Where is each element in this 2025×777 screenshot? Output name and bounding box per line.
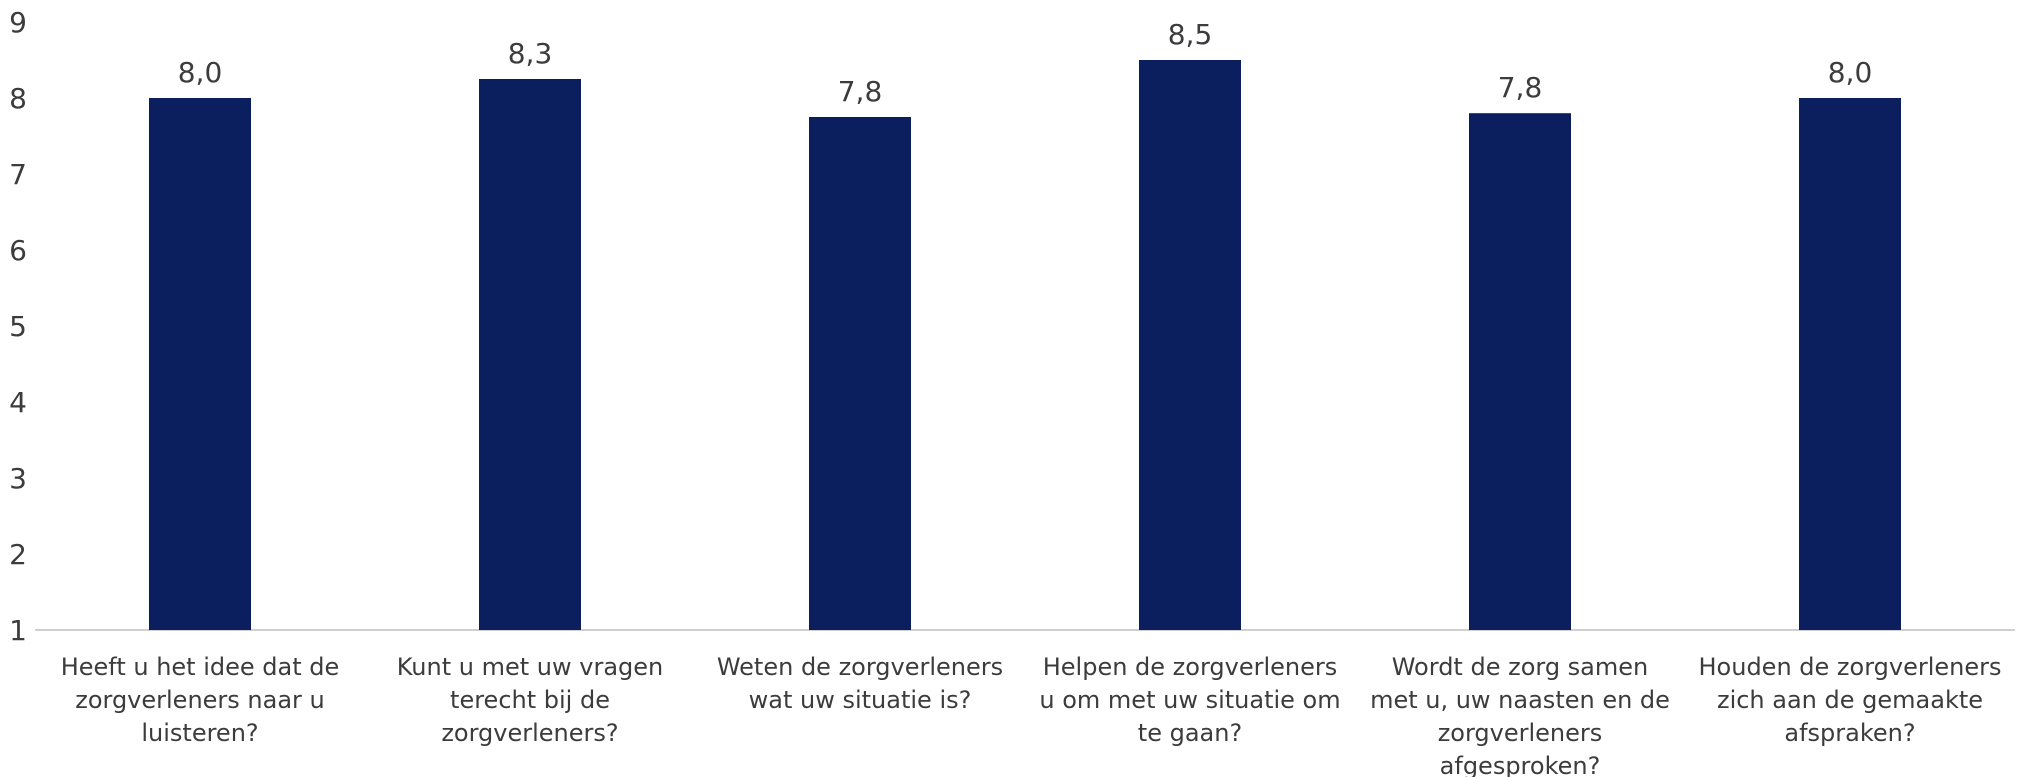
bars — [149, 60, 1901, 630]
category-label: Kunt u met uw vragen terecht bij de zorgve… — [397, 653, 663, 747]
data-label: 8,5 — [1168, 18, 1213, 51]
category-label: Houden de zorgverleners zich aan de gemaa… — [1699, 653, 2002, 747]
y-tick-label: 4 — [9, 386, 27, 419]
data-label: 8,0 — [178, 56, 223, 89]
bar — [1139, 60, 1241, 630]
y-tick-label: 7 — [9, 158, 27, 191]
y-axis-ticks: 1 2 3 4 5 6 7 8 9 — [9, 6, 27, 647]
category-label: Weten de zorgverleners wat uw situatie is… — [717, 653, 1003, 714]
bar — [1469, 113, 1571, 630]
bar — [1799, 98, 1901, 630]
y-tick-label: 8 — [9, 82, 27, 115]
y-tick-label: 2 — [9, 538, 27, 571]
category-label: Heeft u het idee dat de zorgverleners naa… — [61, 653, 340, 747]
category-label: Wordt de zorg samen met u, uw naasten en … — [1370, 653, 1670, 777]
y-tick-label: 3 — [9, 462, 27, 495]
data-labels: 8,0 8,3 7,8 8,5 7,8 8,0 — [178, 18, 1873, 108]
category-labels: Heeft u het idee dat de zorgverleners naa… — [61, 653, 2002, 777]
bar — [149, 98, 251, 630]
data-label: 7,8 — [838, 75, 883, 108]
y-tick-label: 5 — [9, 310, 27, 343]
y-tick-label: 1 — [9, 614, 27, 647]
category-label: Helpen de zorgverleners u om met uw situa… — [1039, 653, 1340, 747]
data-label: 8,0 — [1828, 56, 1873, 89]
y-tick-label: 9 — [9, 6, 27, 39]
bar — [479, 79, 581, 630]
data-label: 8,3 — [508, 37, 553, 70]
bar — [809, 117, 911, 630]
data-label: 7,8 — [1498, 71, 1543, 104]
y-tick-label: 6 — [9, 234, 27, 267]
